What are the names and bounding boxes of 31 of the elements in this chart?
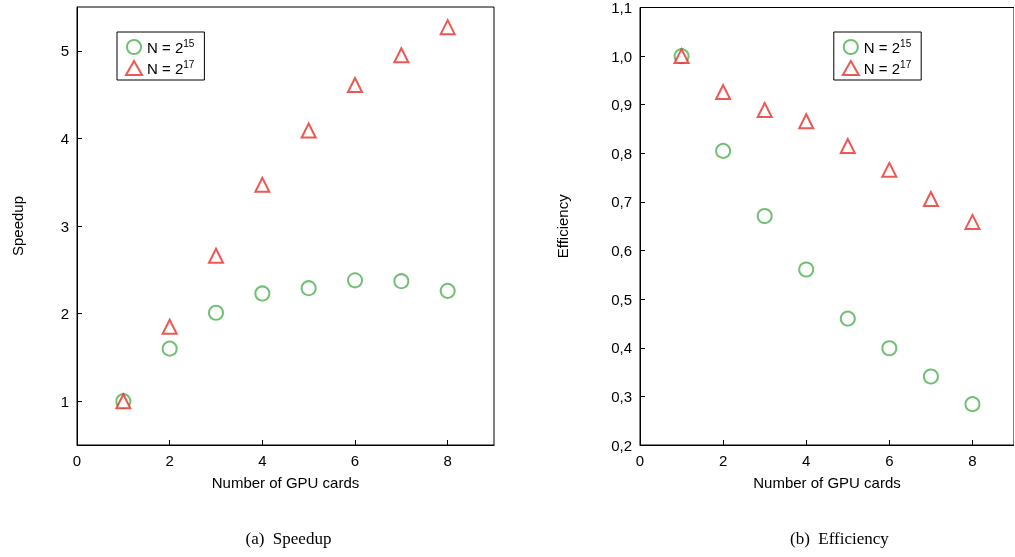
x-tick-label: 8 [968,452,977,469]
y-tick-label: 0,7 [611,193,632,211]
x-tick-label: 2 [165,452,174,469]
y-tick-label: 1 [60,392,69,410]
y-tick-label: 0,5 [611,290,632,308]
y-tick-label: 1,0 [611,47,632,65]
text: (a) Speedup [245,529,332,548]
y-tick-label: 0,6 [611,242,632,260]
y-axis-title: Efficiency [554,193,571,259]
y-tick-label: 1,1 [611,0,632,16]
x-tick-label: 6 [350,452,360,469]
x-tick-label: 4 [802,452,811,469]
text: (b) Efficiency [790,529,890,548]
y-axis-title: Speedup [9,195,26,257]
y-tick-label: 3 [60,217,69,235]
x-axis-title: Number of GPU cards [211,474,360,491]
x-tick-label: 8 [443,452,452,469]
y-tick-label: 0,4 [611,339,632,357]
y-tick-label: 0,2 [611,436,632,454]
y-tick-label: 5 [60,42,69,60]
y-tick-label: 0,9 [611,96,632,114]
y-tick-label: 2 [60,305,69,323]
x-tick-label: 6 [885,452,894,469]
x-tick-label: 0 [635,452,645,469]
y-tick-label: 4 [60,129,69,147]
x-tick-label: 2 [718,452,728,469]
x-tick-label: 0 [72,452,82,469]
x-axis-title: Number of GPU cards [753,474,901,491]
y-tick-label: 0,3 [611,387,632,405]
x-tick-label: 4 [258,452,267,469]
y-tick-label: 0,8 [611,144,632,162]
